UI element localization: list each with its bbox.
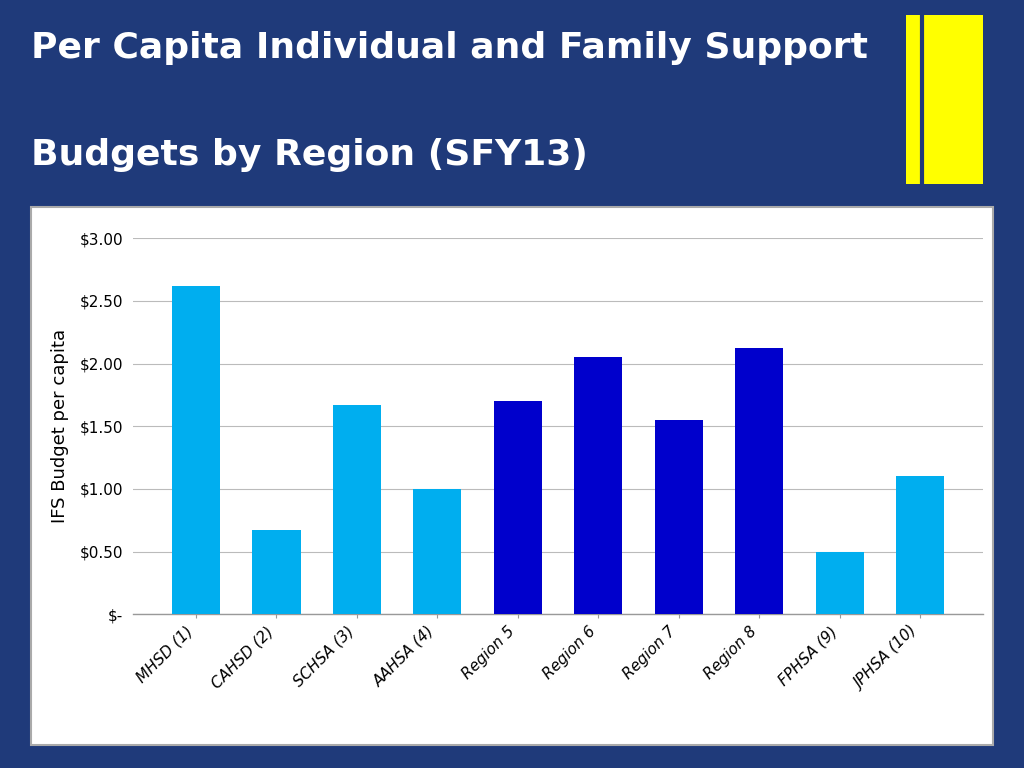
Bar (654, 420, 702, 614)
Bar (896, 476, 944, 614)
Bar (172, 286, 220, 614)
Text: Budgets by Region (SFY13): Budgets by Region (SFY13) (31, 138, 588, 172)
Y-axis label: IFS Budget per capita: IFS Budget per capita (50, 329, 69, 523)
Bar (494, 401, 542, 614)
Bar (735, 349, 783, 614)
Bar (252, 531, 300, 614)
Bar (816, 551, 864, 614)
Text: Per Capita Individual and Family Support: Per Capita Individual and Family Support (31, 31, 867, 65)
Bar (414, 489, 462, 614)
Bar (574, 357, 623, 614)
Bar (333, 405, 381, 614)
